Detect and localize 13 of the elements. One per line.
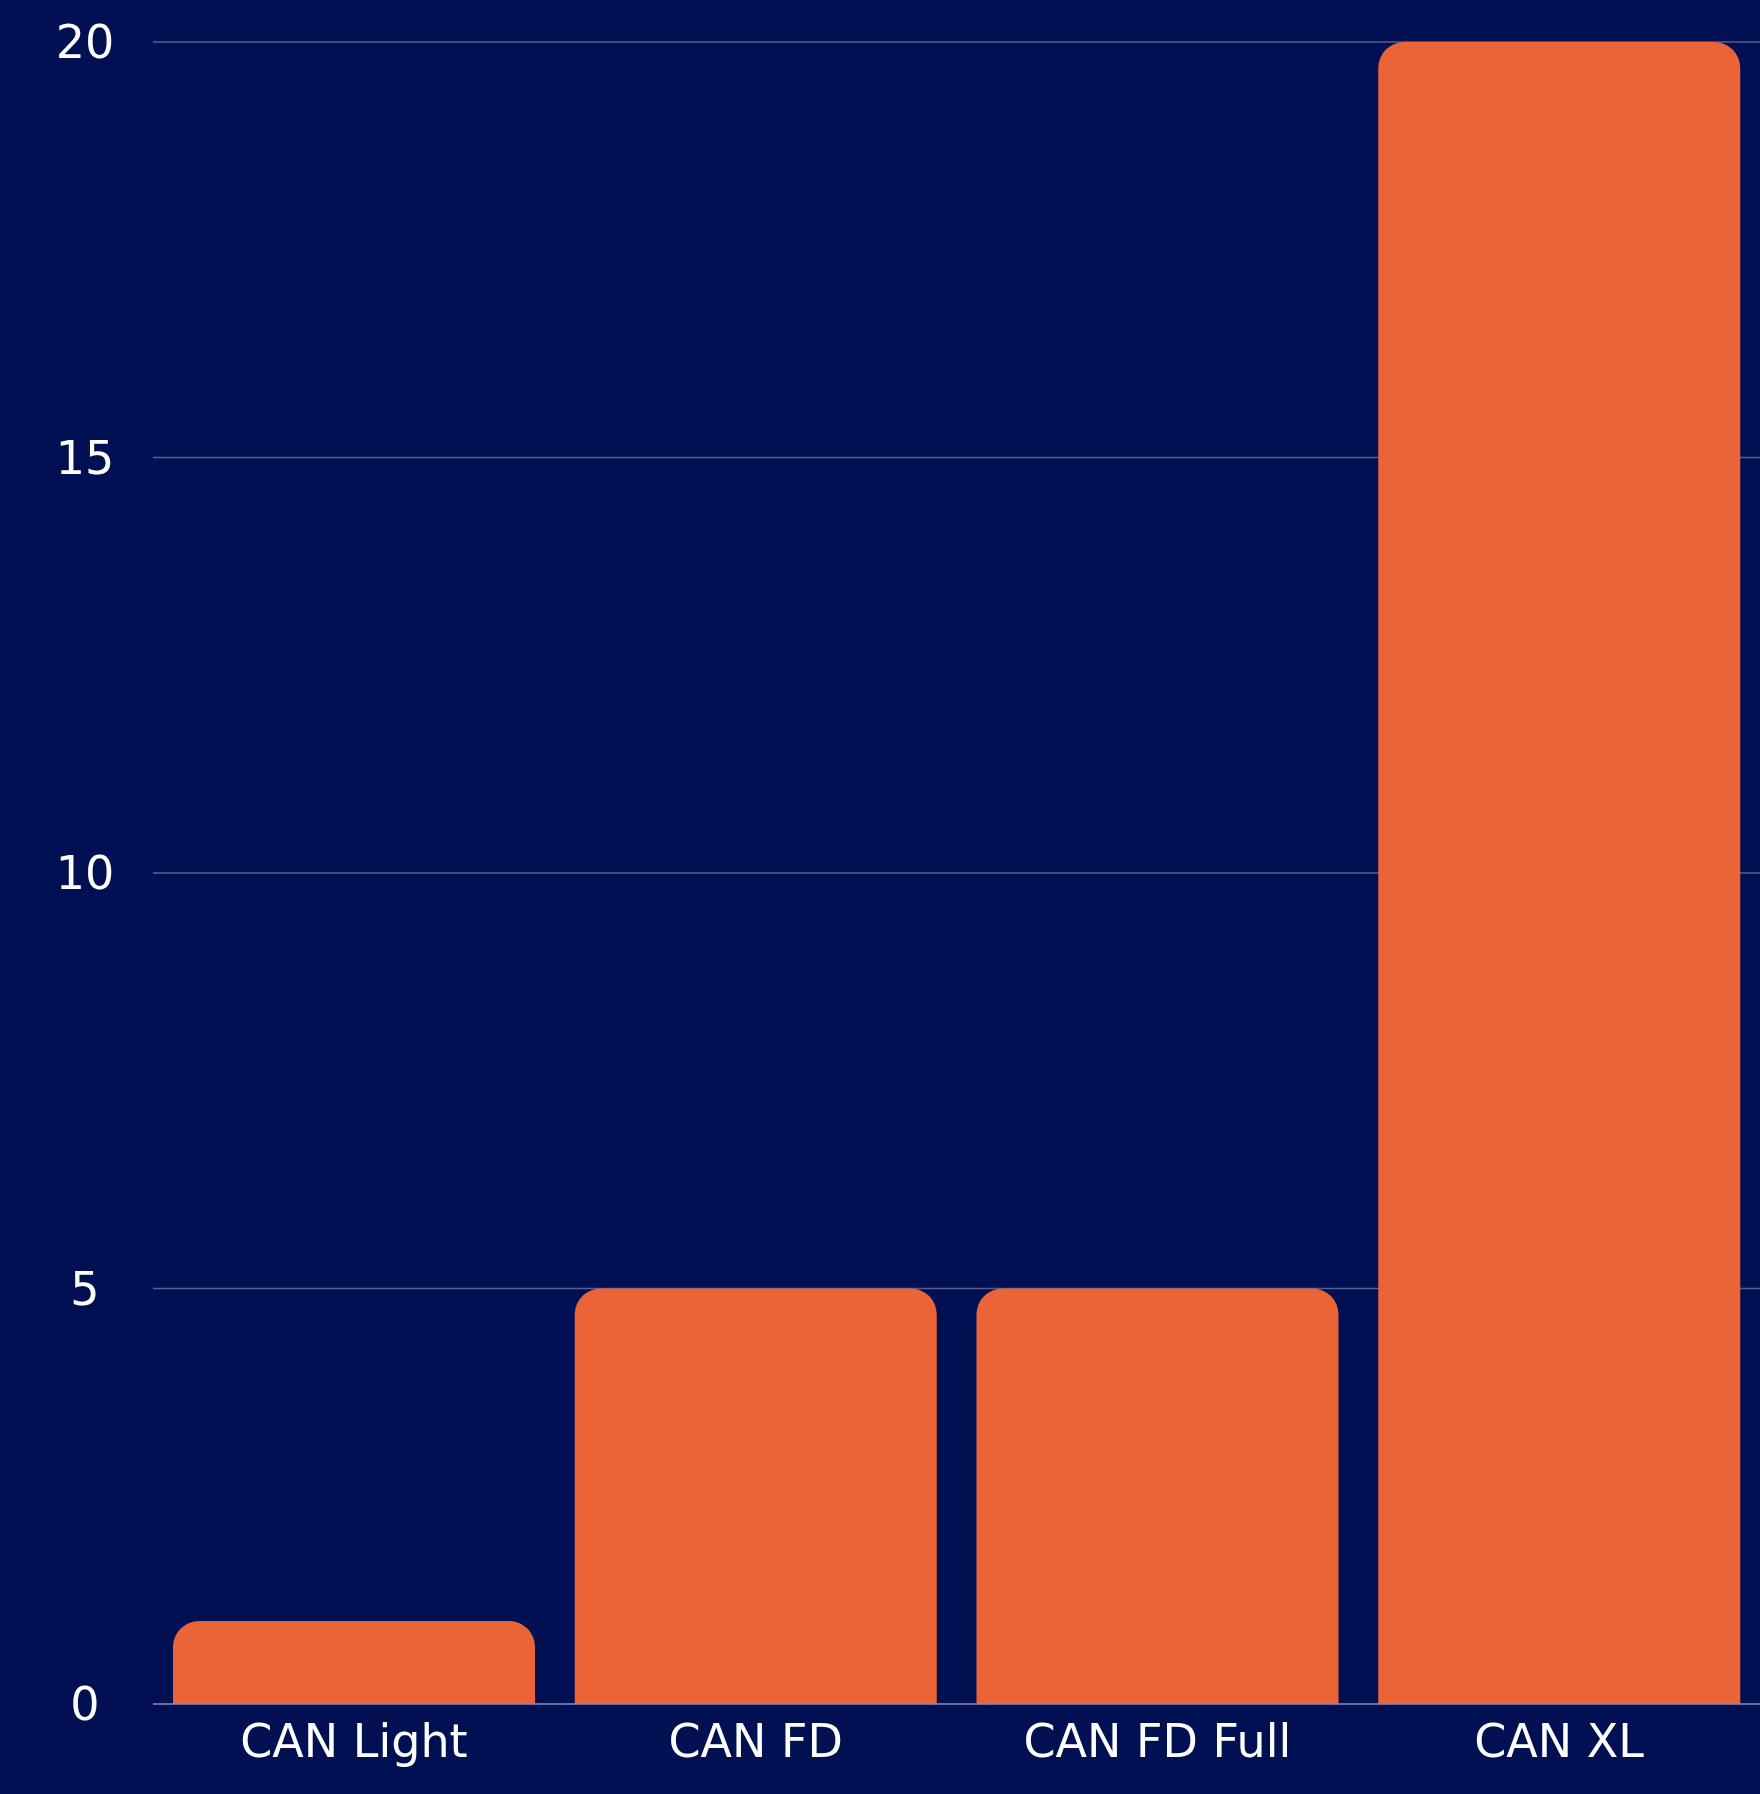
bar [173,1620,535,1704]
y-tick-label: 0 [70,1677,100,1732]
x-tick-label: CAN FD [668,1713,843,1768]
bar [1378,42,1741,1704]
y-tick-label: 5 [70,1261,100,1316]
bar [976,1288,1339,1704]
x-tick-label: CAN FD Full [1023,1713,1292,1768]
bar [574,1288,937,1704]
x-tick-label: CAN XL [1474,1713,1645,1768]
y-tick-label: 15 [55,430,115,485]
y-tick-label: 10 [55,846,115,901]
y-tick-label: 20 [55,15,115,70]
x-tick-label: CAN Light [240,1713,468,1768]
